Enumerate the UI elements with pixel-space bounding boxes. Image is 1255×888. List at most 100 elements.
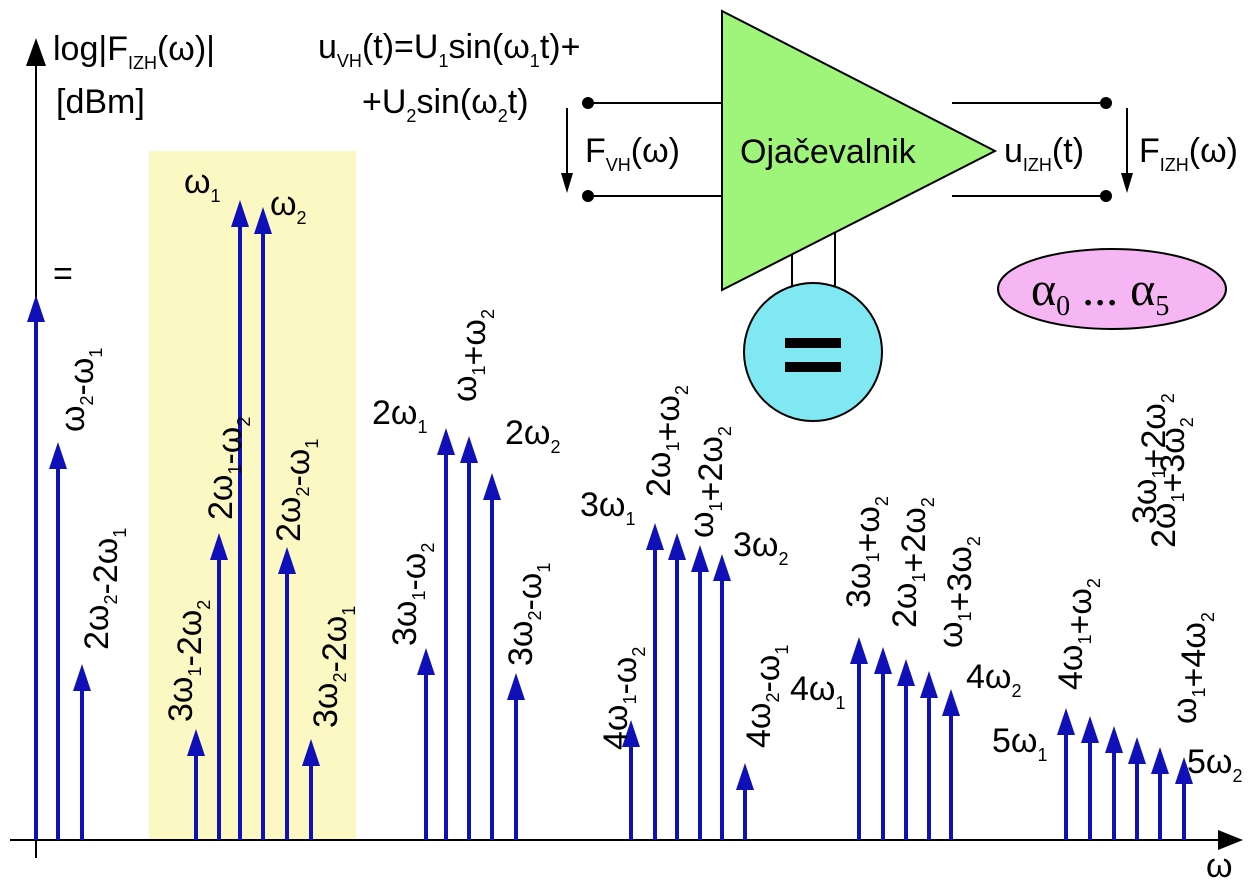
spectral-line-4w2minusw1-head bbox=[736, 763, 754, 790]
spectral-line-4w1minusw2 bbox=[622, 720, 640, 840]
spectral-line-3w1plusw2 bbox=[874, 647, 892, 840]
spectral-line-5w2-head bbox=[1175, 757, 1193, 784]
spectral-line-3w2minusw1-label: 3ω2-ω1 bbox=[502, 563, 554, 666]
spectral-line-w2minusw1 bbox=[49, 442, 67, 840]
spectral-line-2w1minusw2-head bbox=[210, 533, 228, 560]
y-axis-unit: [dBm] bbox=[56, 83, 145, 121]
spectral-line-4w1 bbox=[850, 637, 868, 840]
spectral-line-3w2minus2w1-head bbox=[302, 739, 320, 766]
coefficients-label: α0 ... α5 bbox=[1031, 263, 1169, 322]
spectral-line-2w2minus2w1 bbox=[73, 664, 91, 840]
spectral-line-dc bbox=[27, 295, 45, 840]
spectral-line-3w2minusw1-head bbox=[507, 673, 525, 700]
spectral-line-2w1-head bbox=[437, 428, 455, 455]
spectral-lines bbox=[27, 200, 1193, 840]
spectral-line-2w1plus2w2 bbox=[897, 659, 915, 840]
spectral-line-4w2-label: 4ω2 bbox=[966, 658, 1021, 701]
spectral-line-w1plusw2-head bbox=[460, 436, 478, 463]
input-terminal-bottom bbox=[582, 190, 594, 202]
amplifier-label: Ojačevalnik bbox=[740, 133, 917, 171]
spectral-line-3w1minus2w2 bbox=[187, 729, 205, 840]
spectral-line-w1plus4w2-label: ω1+4ω2 bbox=[1166, 612, 1218, 724]
spectral-line-2w1plus3w2 bbox=[1128, 737, 1146, 840]
spectral-line-2w2minusw1-label: 2ω2-ω1 bbox=[270, 439, 322, 542]
spectral-line-2w2minus2w1-head bbox=[73, 664, 91, 691]
spectral-line-dc-head bbox=[27, 295, 45, 322]
spectral-line-5w2 bbox=[1175, 757, 1193, 840]
spectral-line-w1plus2w2-label: ω1+2ω2 bbox=[683, 426, 735, 538]
spectral-line-3w1minusw2-label: 3ω1-ω2 bbox=[386, 543, 438, 646]
spectral-line-3w2minusw1 bbox=[507, 673, 525, 840]
spectral-line-3w1plus2w2 bbox=[1105, 726, 1123, 840]
spectral-line-3w1plusw2-head bbox=[874, 647, 892, 674]
spectral-line-labels: = ω2-ω1 2ω2-2ω1 3ω1-2ω2 2ω1-ω2 ω1 ω2 2ω2-ω1 3ω2-… bbox=[53, 163, 1242, 786]
fundamental-band-highlight bbox=[149, 151, 356, 840]
output-terminal-bottom bbox=[1100, 190, 1112, 202]
spectral-line-2w1plusw2-label: 2ω1+ω2 bbox=[640, 385, 692, 497]
spectral-line-4w2minusw1 bbox=[736, 763, 754, 840]
spectral-line-w1plus3w2 bbox=[920, 671, 938, 840]
spectral-line-w1 bbox=[231, 200, 249, 840]
spectral-line-w2-label: ω2 bbox=[270, 185, 307, 228]
spectral-line-w1plus3w2-label: ω1+3ω2 bbox=[932, 536, 984, 648]
spectral-line-4w1-head bbox=[850, 637, 868, 664]
spectral-line-w1plusw2-label: ω1+ω2 bbox=[446, 309, 498, 402]
spectral-line-2w1plusw2 bbox=[668, 533, 686, 840]
spectral-line-2w2-label: 2ω2 bbox=[505, 414, 560, 457]
spectral-line-3w2minus2w1 bbox=[302, 739, 320, 840]
spectral-line-3w1minus2w2-head bbox=[187, 729, 205, 756]
output-signal-label: uIZH(t) bbox=[1004, 132, 1084, 175]
input-signal-equation-line1: uVH(t)=U1sin(ω1t)+ bbox=[318, 28, 580, 71]
input-signal-equation-line2: +U2sin(ω2t) bbox=[362, 83, 529, 126]
spectral-line-3w1minus2w2-label: 3ω1-2ω2 bbox=[162, 600, 214, 722]
amplifier-triangle bbox=[721, 9, 998, 292]
spectral-line-3w2-head bbox=[713, 554, 731, 581]
spectral-line-4w2-head bbox=[942, 689, 960, 716]
spectral-line-4w1plusw2-label: 4ω1+ω2 bbox=[1052, 578, 1104, 690]
spectral-line-w1-label: ω1 bbox=[184, 163, 221, 206]
input-arrow bbox=[561, 173, 573, 193]
spectral-line-4w1minusw2-label: 4ω1-ω2 bbox=[597, 647, 649, 750]
spectral-line-2w1minusw2-label: 2ω1-ω2 bbox=[202, 417, 254, 520]
spectral-line-w1plusw2 bbox=[460, 436, 478, 840]
spectral-line-2w2minusw1 bbox=[278, 547, 296, 840]
spectral-line-4w1plusw2 bbox=[1081, 716, 1099, 840]
spectral-line-5w2-label: 5ω2 bbox=[1187, 743, 1242, 786]
spectral-line-3w1plus2w2-head bbox=[1105, 726, 1123, 753]
amplifier-circuit: Ojačevalnik = α0 ... α5 uVH(t)=U1sin(ω1t… bbox=[318, 9, 1238, 422]
input-spectrum-label: FVH(ω) bbox=[585, 132, 680, 175]
spectral-line-2w2minusw1-head bbox=[278, 547, 296, 574]
spectral-line-w1plus4w2-head bbox=[1151, 747, 1169, 774]
spectral-line-2w1plusw2-head bbox=[668, 533, 686, 560]
spectral-line-w2-head bbox=[254, 207, 272, 234]
spectral-line-4w2minusw1-label: 4ω2-ω1 bbox=[740, 645, 792, 748]
spectral-line-dc-label: = bbox=[53, 255, 73, 293]
spectral-line-2w1plus3w2-head bbox=[1128, 737, 1146, 764]
spectral-line-3w1 bbox=[646, 523, 664, 840]
spectral-line-w1plus2w2-head bbox=[691, 545, 709, 572]
spectral-line-2w1-label: 2ω1 bbox=[372, 394, 427, 437]
supply-symbol-bar-bottom bbox=[785, 362, 841, 372]
spectral-line-3w2minus2w1-label: 3ω2-2ω1 bbox=[307, 606, 359, 728]
spectral-line-w2 bbox=[254, 207, 272, 840]
spectral-line-5w1-head bbox=[1057, 708, 1075, 735]
spectral-line-4w1plusw2-head bbox=[1081, 716, 1099, 743]
y-axis-label: log|FIZH(ω)| bbox=[53, 30, 215, 73]
power-supply-circle bbox=[743, 282, 883, 422]
spectral-line-w1plus3w2-head bbox=[920, 671, 938, 698]
spectral-line-w1-head bbox=[231, 200, 249, 227]
spectral-line-2w2-head bbox=[483, 473, 501, 500]
output-arrow bbox=[1121, 173, 1133, 193]
spectral-line-4w1-label: 4ω1 bbox=[790, 670, 845, 713]
spectral-line-3w1plusw2-label: 3ω1+ω2 bbox=[840, 496, 892, 608]
spectral-line-2w2 bbox=[483, 473, 501, 840]
spectral-line-4w1minusw2-head bbox=[622, 720, 640, 747]
spectral-line-2w1plus3w2-label: 2ω1+3ω2 bbox=[1145, 417, 1197, 548]
spectral-line-w2minusw1-label: ω2-ω1 bbox=[54, 348, 106, 432]
spectral-line-3w1plus2w2-label: 3ω1+2ω2 bbox=[1126, 393, 1178, 524]
spectral-line-5w1-label: 5ω1 bbox=[992, 722, 1047, 765]
spectral-line-w1plus4w2 bbox=[1151, 747, 1169, 840]
spectral-line-3w1minusw2 bbox=[417, 648, 435, 840]
